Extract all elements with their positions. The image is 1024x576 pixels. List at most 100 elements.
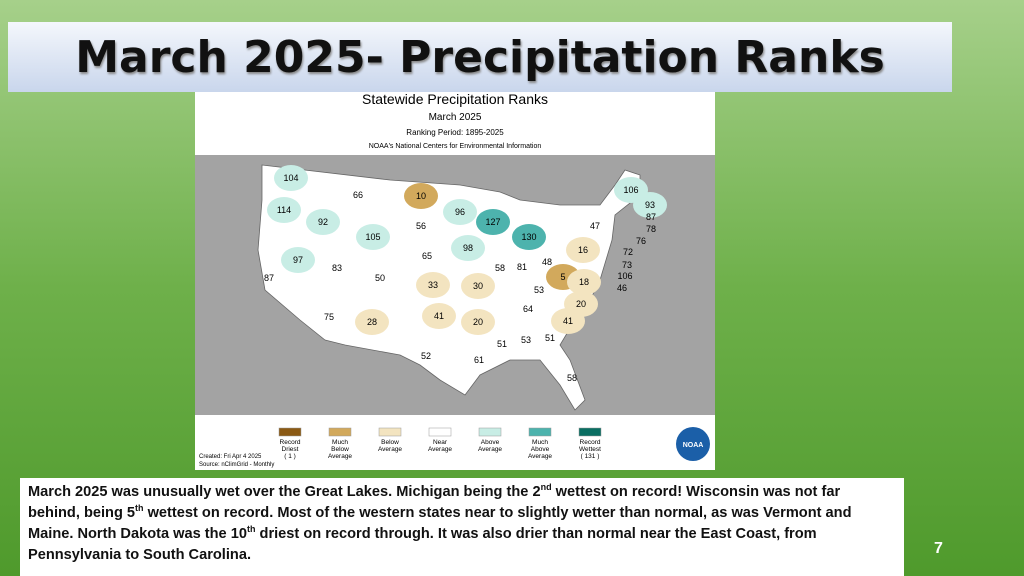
state-fill bbox=[306, 209, 340, 235]
state-rank: 97 bbox=[293, 255, 303, 265]
legend-label: Wettest bbox=[579, 446, 601, 453]
state-fill bbox=[443, 199, 477, 225]
map-source: Source: nClimGrid - Monthly bbox=[199, 462, 274, 468]
legend-swatch bbox=[278, 427, 302, 437]
state-fill bbox=[404, 183, 438, 209]
legend-label: ( 131 ) bbox=[581, 453, 600, 460]
body-segment: driest on record through. It was also dr… bbox=[28, 526, 817, 563]
state-rank: 28 bbox=[367, 317, 377, 327]
state-rank: 41 bbox=[563, 316, 573, 326]
legend-label: Above bbox=[531, 446, 550, 453]
state-rank: 51 bbox=[497, 339, 507, 349]
state-rank: 83 bbox=[332, 263, 342, 273]
state-fill bbox=[281, 247, 315, 273]
state-rank: 78 bbox=[646, 224, 656, 234]
state-rank: 130 bbox=[521, 232, 536, 242]
state-fill bbox=[267, 197, 301, 223]
state-rank: 81 bbox=[517, 262, 527, 272]
state-rank: 93 bbox=[645, 200, 655, 210]
body-text: March 2025 was unusually wet over the Gr… bbox=[20, 478, 904, 576]
state-rank: 92 bbox=[318, 217, 328, 227]
legend-swatch bbox=[578, 427, 602, 437]
superscript: nd bbox=[540, 482, 552, 493]
state-fill bbox=[476, 209, 510, 235]
state-fill bbox=[274, 165, 308, 191]
state-rank: 75 bbox=[324, 312, 334, 322]
legend-label: Record bbox=[280, 439, 301, 446]
legend-label: Average bbox=[328, 453, 352, 460]
legend-label: Average bbox=[528, 453, 552, 460]
state-fill bbox=[422, 303, 456, 329]
legend-label: ( 1 ) bbox=[284, 453, 296, 460]
page-number: 7 bbox=[934, 540, 943, 557]
state-fill bbox=[355, 309, 389, 335]
state-rank: 76 bbox=[636, 236, 646, 246]
legend-label: Record bbox=[580, 439, 601, 446]
state-rank: 51 bbox=[545, 333, 555, 343]
state-fill bbox=[551, 308, 585, 334]
state-rank: 65 bbox=[422, 251, 432, 261]
legend-label: Above bbox=[481, 439, 500, 446]
state-fill bbox=[512, 224, 546, 250]
state-rank: 52 bbox=[421, 351, 431, 361]
superscript: th bbox=[246, 524, 256, 535]
state-rank: 104 bbox=[283, 173, 298, 183]
state-rank: 106 bbox=[623, 185, 638, 195]
state-fill bbox=[451, 235, 485, 261]
legend-label: Average bbox=[378, 446, 402, 453]
state-rank: 105 bbox=[365, 232, 380, 242]
state-rank: 58 bbox=[495, 263, 505, 273]
state-rank: 114 bbox=[277, 205, 291, 215]
legend-swatch bbox=[328, 427, 352, 437]
state-rank: 98 bbox=[463, 243, 473, 253]
state-rank: 56 bbox=[416, 221, 426, 231]
body-segment: March 2025 was unusually wet over the Gr… bbox=[28, 484, 541, 500]
legend-swatch bbox=[528, 427, 552, 437]
state-rank: 5 bbox=[560, 272, 565, 282]
state-rank: 61 bbox=[474, 355, 484, 365]
body-segment: wettest on record! Wisconsin was not far… bbox=[28, 484, 841, 521]
state-rank: 53 bbox=[534, 285, 544, 295]
superscript: th bbox=[135, 503, 144, 514]
legend-label: Much bbox=[532, 439, 548, 446]
state-rank: 47 bbox=[590, 221, 600, 231]
legend-swatch bbox=[478, 427, 502, 437]
state-rank: 20 bbox=[576, 299, 586, 309]
state-rank: 10 bbox=[416, 191, 426, 201]
noaa-logo-text: NOAA bbox=[683, 442, 704, 449]
noaa-logo bbox=[676, 427, 710, 461]
legend-label: Below bbox=[331, 446, 349, 453]
rank-map: Statewide Precipitation Ranks March 2025… bbox=[195, 92, 715, 470]
source-org: NOAA's National Centers for Environmenta… bbox=[369, 143, 542, 150]
state-fill bbox=[566, 237, 600, 263]
ranking-period: Ranking Period: 1895-2025 bbox=[406, 128, 504, 137]
state-fill bbox=[633, 192, 667, 218]
state-rank: 50 bbox=[375, 273, 385, 283]
state-rank: 18 bbox=[579, 277, 589, 287]
state-fill bbox=[356, 224, 390, 250]
state-rank: 72 bbox=[623, 247, 633, 257]
state-fill bbox=[567, 269, 601, 295]
state-rank: 106 bbox=[617, 271, 632, 281]
legend-label: Much bbox=[332, 439, 348, 446]
state-rank: 41 bbox=[434, 311, 444, 321]
state-rank: 33 bbox=[428, 280, 438, 290]
legend-label: Near bbox=[433, 439, 448, 446]
state-rank: 46 bbox=[617, 283, 627, 293]
legend-swatch bbox=[428, 427, 452, 437]
state-rank: 30 bbox=[473, 281, 483, 291]
map-subtitle: March 2025 bbox=[429, 112, 482, 123]
slide-title: March 2025- Precipitation Ranks bbox=[8, 22, 952, 92]
state-rank: 16 bbox=[578, 245, 588, 255]
body-segment: wettest on record. Most of the western s… bbox=[28, 505, 852, 542]
created-date: Created: Fri Apr 4 2025 bbox=[199, 454, 262, 460]
state-rank: 73 bbox=[622, 260, 632, 270]
state-rank: 64 bbox=[523, 304, 533, 314]
legend-swatch bbox=[378, 427, 402, 437]
legend-label: Average bbox=[428, 446, 452, 453]
state-rank: 20 bbox=[473, 317, 483, 327]
map-title: Statewide Precipitation Ranks bbox=[362, 92, 548, 107]
state-rank: 87 bbox=[646, 212, 656, 222]
state-fill bbox=[461, 309, 495, 335]
